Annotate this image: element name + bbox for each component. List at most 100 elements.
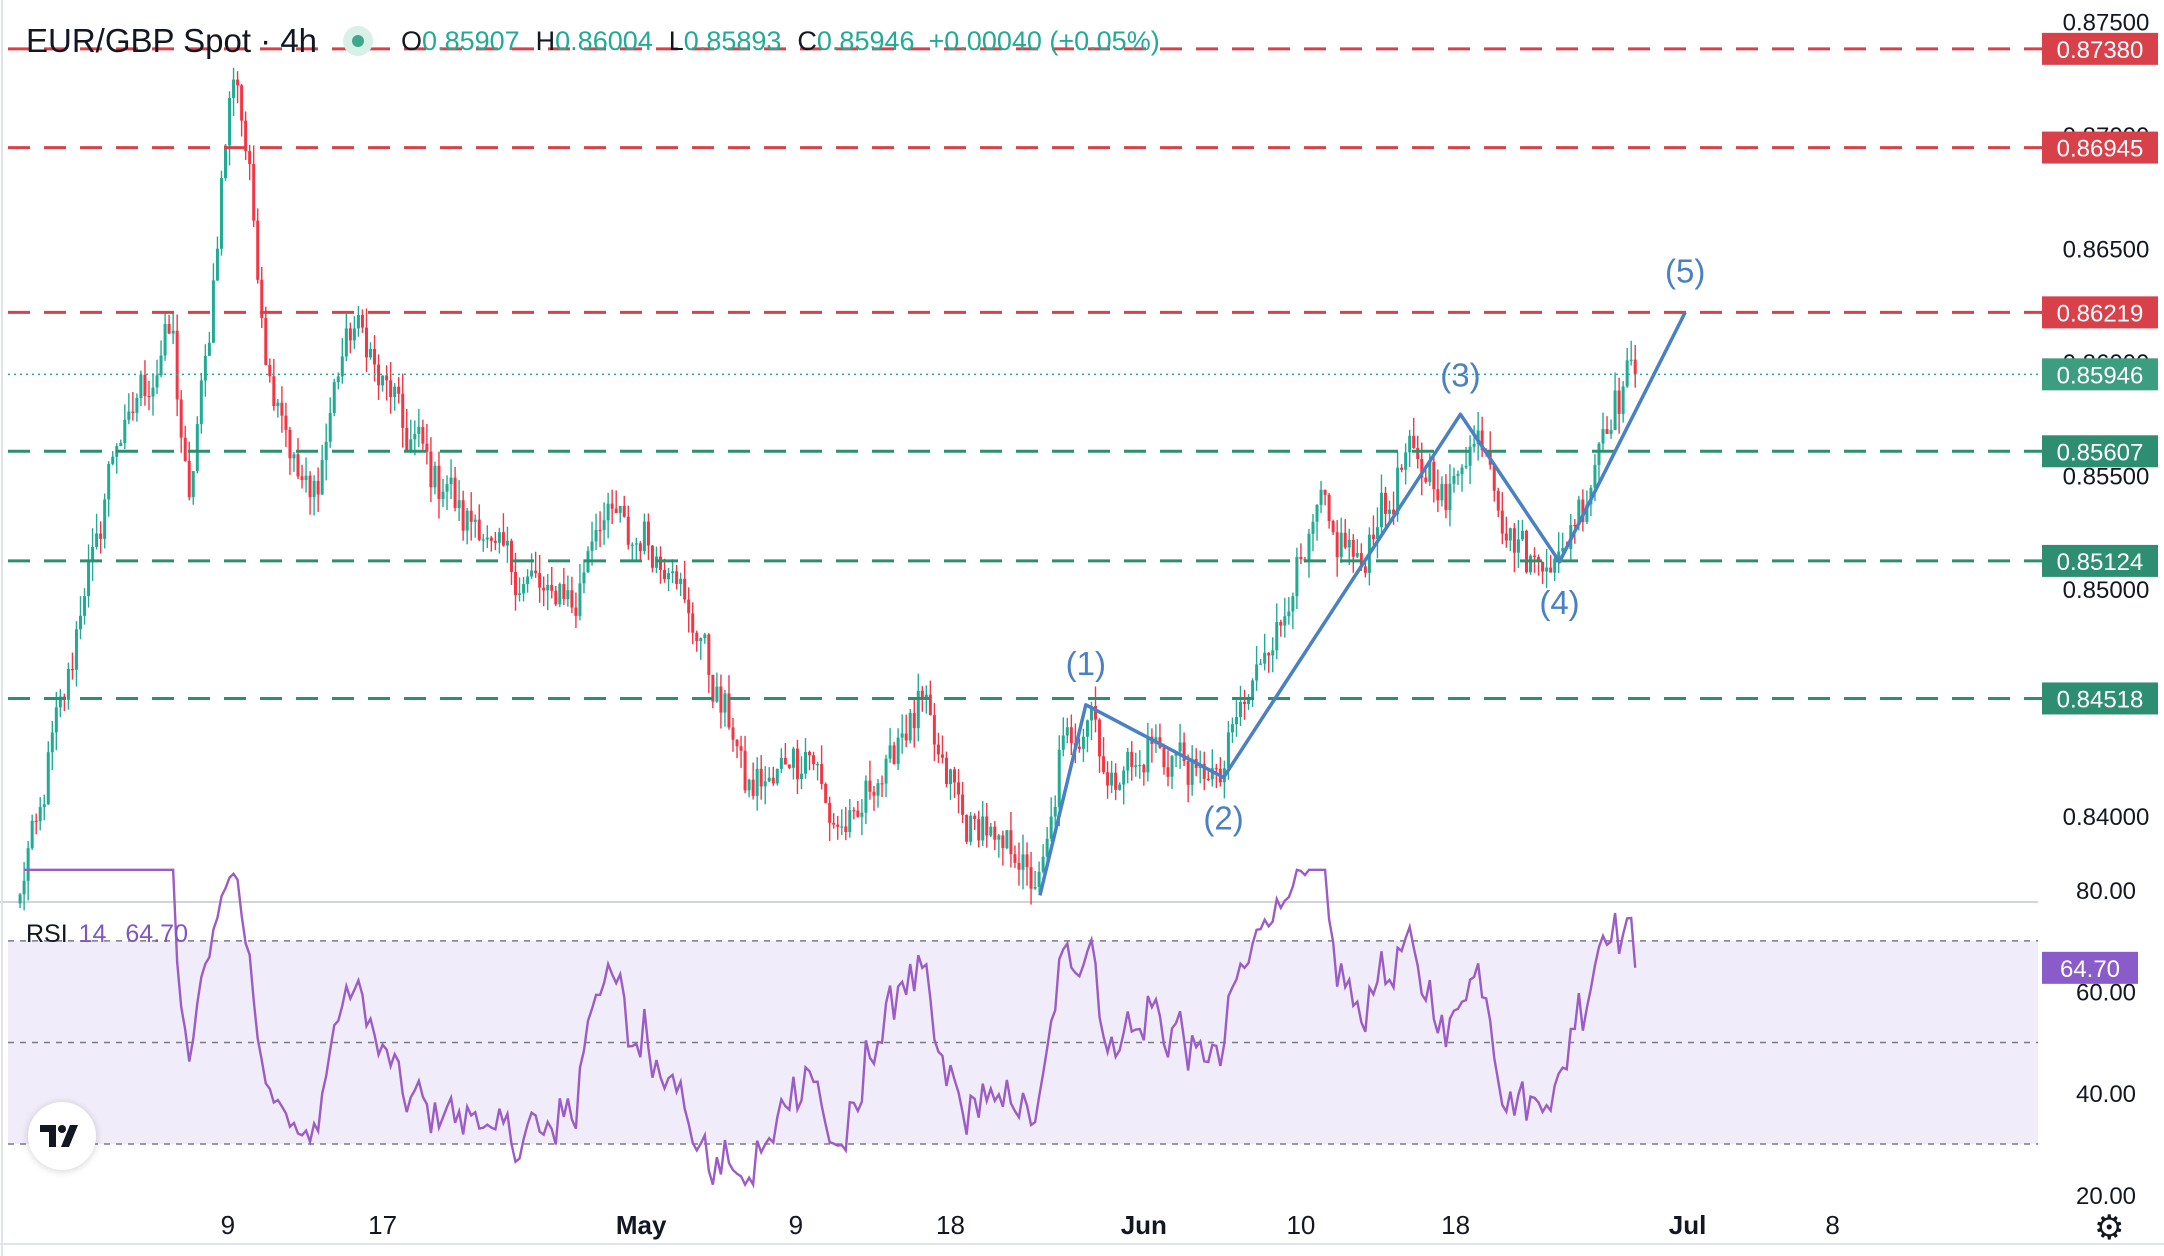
candle-body [1529, 555, 1532, 573]
candle-body [1629, 359, 1633, 361]
candle-body [260, 279, 264, 318]
tradingview-logo-icon[interactable] [28, 1102, 96, 1170]
candle-body [1452, 475, 1456, 484]
candle-body [1166, 767, 1170, 777]
candle-body [731, 727, 735, 740]
candle-body [940, 754, 944, 758]
candle-body [828, 802, 832, 823]
candle-body [1561, 548, 1565, 552]
rsi-name: RSI [26, 920, 68, 948]
candle-body [1460, 467, 1464, 475]
candle-body [1251, 680, 1255, 700]
candle-body [91, 546, 95, 562]
candle-body [1315, 504, 1319, 522]
candle-body [650, 545, 654, 568]
candle-body [1279, 622, 1283, 626]
candle-body [1098, 719, 1102, 757]
candle-body [429, 451, 433, 488]
candle-body [1573, 524, 1577, 527]
price-level-label: 0.85124 [2057, 549, 2144, 576]
candle-body [1029, 867, 1033, 889]
candle-body [1375, 527, 1379, 540]
candle-body [497, 532, 501, 543]
candle-body [42, 804, 46, 808]
candle-body [308, 475, 312, 498]
candle-body [34, 820, 38, 823]
candle-body [936, 744, 940, 755]
candle-body [1057, 749, 1061, 807]
time-tick-label: Jul [1669, 1210, 1707, 1240]
candle-body [22, 880, 26, 895]
low-label: L [668, 25, 684, 56]
rsi-value-tag [2042, 951, 2138, 984]
candle-body [489, 537, 493, 541]
candle-body [554, 590, 558, 605]
candle-body [179, 399, 183, 438]
candle-body [457, 500, 461, 508]
time-tick-label: 8 [1825, 1210, 1839, 1240]
candle-body [1436, 489, 1440, 501]
candle-body [393, 386, 397, 397]
candle-body [320, 459, 324, 495]
candle-body [888, 745, 892, 759]
price-level-tag [2042, 358, 2158, 391]
candle-body [316, 481, 320, 495]
candle-body [1182, 742, 1186, 762]
candle-body [912, 712, 916, 729]
candle-body [614, 508, 618, 513]
candle-body [143, 374, 147, 396]
candle-body [1593, 465, 1597, 488]
candle-body [1520, 530, 1524, 540]
candle-body [449, 477, 453, 485]
candle-body [437, 465, 441, 500]
candle-body [1500, 510, 1504, 534]
candle-body [876, 783, 880, 796]
candle-body [1077, 746, 1081, 749]
candle-body [856, 810, 860, 817]
candle-body [1130, 751, 1134, 767]
candle-body [626, 516, 630, 545]
candle-body [1186, 761, 1190, 785]
symbol-title[interactable]: EUR/GBP Spot · 4h [26, 22, 318, 59]
settings-gear-icon[interactable]: ⚙ [2094, 1209, 2125, 1247]
price-tick-label: 0.86500 [2063, 237, 2150, 264]
candle-body [244, 120, 248, 152]
candle-body [1480, 430, 1484, 451]
candle-body [1468, 446, 1472, 466]
candle-body [1508, 528, 1512, 541]
time-tick-label: 10 [1286, 1210, 1315, 1240]
candle-body [1371, 534, 1375, 540]
candle-body [667, 573, 671, 580]
candle-body [215, 248, 219, 281]
candle-body [1553, 558, 1557, 573]
candle-body [1331, 521, 1335, 533]
wave-label: (3) [1440, 356, 1480, 393]
candle-body [203, 355, 207, 381]
candle-body [364, 327, 368, 358]
candle-body [836, 824, 840, 827]
candle-body [1448, 483, 1452, 511]
candle-body [95, 533, 99, 547]
market-status-icon[interactable] [343, 26, 374, 56]
candle-body [135, 397, 139, 413]
candle-body [908, 712, 912, 741]
wave-label: (2) [1203, 799, 1243, 836]
candle-body [795, 748, 799, 780]
wave-label: (4) [1539, 584, 1579, 621]
candle-body [1597, 443, 1601, 466]
rsi-tick-label: 60.00 [2076, 980, 2136, 1007]
candle-body [1033, 886, 1037, 889]
rsi-header[interactable]: RSI 14 64.70 [26, 920, 188, 949]
candle-body [369, 348, 372, 358]
candle-body [1021, 854, 1025, 870]
candle-body [659, 556, 662, 570]
price-level-label: 0.86219 [2057, 300, 2144, 327]
candle-body [1049, 816, 1053, 839]
candle-body [840, 826, 844, 828]
candle-body [904, 733, 908, 741]
candle-body [1291, 596, 1295, 612]
candle-body [385, 375, 389, 381]
candle-body [256, 220, 260, 280]
candle-body [284, 415, 288, 430]
candle-body [602, 520, 606, 530]
